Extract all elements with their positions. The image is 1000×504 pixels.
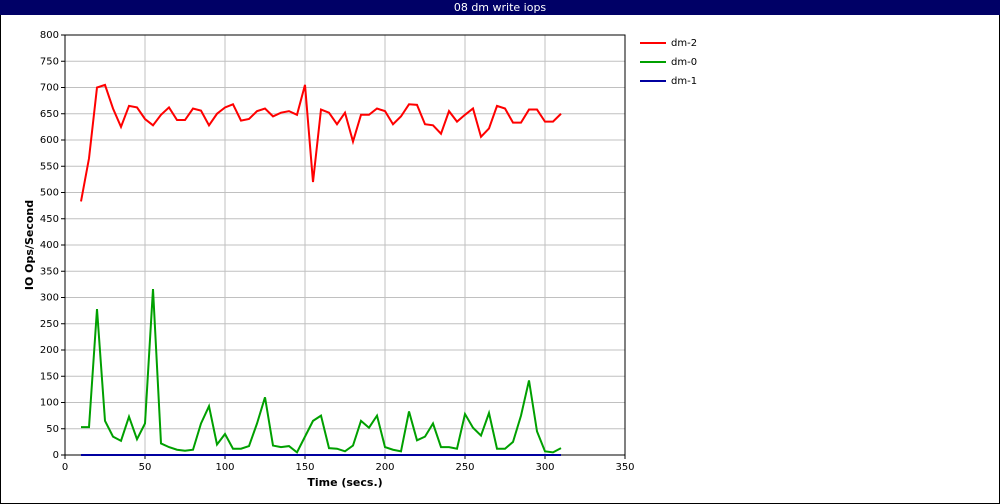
y-tick-label: 250 xyxy=(40,319,59,330)
x-tick-label: 350 xyxy=(615,462,634,473)
chart-title: 08 dm write iops xyxy=(454,1,547,14)
y-tick-label: 700 xyxy=(40,83,59,94)
y-tick-label: 500 xyxy=(40,188,59,199)
y-tick-label: 50 xyxy=(46,424,59,435)
x-tick-label: 200 xyxy=(375,462,394,473)
series-line xyxy=(81,289,562,454)
x-tick-label: 300 xyxy=(535,462,554,473)
y-tick-label: 650 xyxy=(40,109,59,120)
legend-label: dm-2 xyxy=(671,38,697,49)
y-tick-label: 800 xyxy=(40,30,59,41)
y-axis-label: IO Ops/Second xyxy=(23,200,36,290)
y-tick-label: 550 xyxy=(40,161,59,172)
x-axis-label: Time (secs.) xyxy=(307,476,382,489)
series-line xyxy=(80,83,562,202)
title-bar xyxy=(0,0,1000,15)
y-tick-label: 200 xyxy=(40,345,59,356)
legend-label: dm-0 xyxy=(671,57,697,68)
y-tick-label: 150 xyxy=(40,371,59,382)
y-tick-label: 300 xyxy=(40,293,59,304)
y-tick-label: 750 xyxy=(40,56,59,67)
x-tick-label: 250 xyxy=(455,462,474,473)
y-tick-label: 350 xyxy=(40,266,59,277)
y-tick-label: 600 xyxy=(40,135,59,146)
x-tick-label: 0 xyxy=(62,462,68,473)
x-tick-label: 150 xyxy=(295,462,314,473)
y-tick-label: 100 xyxy=(40,398,59,409)
y-tick-label: 0 xyxy=(53,450,59,461)
legend-label: dm-1 xyxy=(671,76,697,87)
y-tick-label: 400 xyxy=(40,240,59,251)
y-tick-label: 450 xyxy=(40,214,59,225)
x-tick-label: 50 xyxy=(139,462,152,473)
x-tick-label: 100 xyxy=(215,462,234,473)
